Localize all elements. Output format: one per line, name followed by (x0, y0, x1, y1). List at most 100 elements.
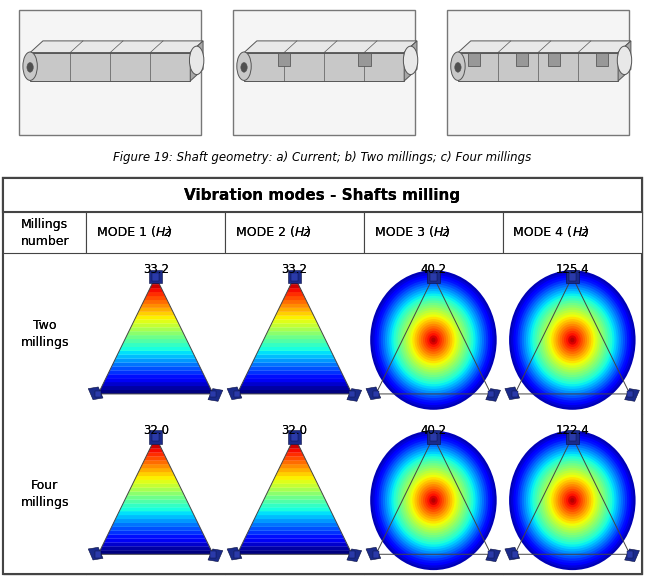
Bar (225, 212, 364, 253)
Ellipse shape (568, 496, 577, 505)
Ellipse shape (562, 328, 583, 351)
Polygon shape (237, 390, 352, 394)
Polygon shape (279, 464, 310, 468)
Polygon shape (119, 507, 192, 511)
Ellipse shape (381, 442, 486, 559)
Bar (596, 53, 608, 66)
Text: 33.2: 33.2 (282, 263, 308, 276)
Text: 33.2: 33.2 (143, 263, 169, 276)
Ellipse shape (387, 289, 480, 391)
Text: 125.4: 125.4 (555, 263, 589, 276)
Polygon shape (237, 550, 352, 554)
Ellipse shape (374, 435, 493, 565)
Polygon shape (152, 280, 159, 284)
Bar (152, 272, 159, 280)
Text: MODE 2 (: MODE 2 ( (235, 226, 295, 239)
Polygon shape (281, 460, 308, 464)
Polygon shape (30, 41, 203, 53)
Ellipse shape (553, 319, 591, 361)
Bar (3, 253, 86, 414)
Polygon shape (123, 339, 188, 343)
Ellipse shape (397, 301, 470, 380)
Ellipse shape (23, 52, 37, 80)
Ellipse shape (524, 287, 621, 394)
Ellipse shape (555, 321, 589, 359)
Bar (458, 53, 618, 81)
Text: ): ) (445, 226, 450, 239)
Ellipse shape (400, 303, 467, 377)
Bar (548, 53, 561, 66)
Polygon shape (270, 323, 319, 327)
Polygon shape (243, 378, 346, 382)
Ellipse shape (417, 321, 450, 359)
Text: 33.2: 33.2 (143, 263, 169, 276)
Polygon shape (148, 288, 163, 292)
Polygon shape (143, 300, 169, 304)
Text: ): ) (168, 226, 172, 239)
Polygon shape (110, 527, 202, 531)
Ellipse shape (570, 338, 575, 342)
Bar (427, 430, 440, 444)
Polygon shape (98, 390, 213, 394)
Polygon shape (100, 546, 212, 550)
Bar (627, 391, 633, 398)
Polygon shape (258, 347, 331, 351)
Polygon shape (112, 523, 200, 527)
Ellipse shape (423, 328, 444, 351)
Text: 40.2: 40.2 (421, 263, 446, 276)
Ellipse shape (377, 277, 490, 403)
Bar (208, 389, 223, 402)
Bar (233, 10, 415, 135)
Bar (225, 414, 364, 574)
Polygon shape (254, 355, 335, 359)
Polygon shape (270, 484, 319, 488)
Ellipse shape (526, 289, 619, 391)
Bar (227, 548, 242, 560)
Bar (511, 391, 518, 398)
Polygon shape (260, 343, 329, 347)
Ellipse shape (532, 456, 612, 545)
Ellipse shape (374, 275, 493, 405)
Bar (349, 551, 355, 558)
Ellipse shape (566, 493, 579, 507)
Bar (430, 272, 437, 280)
Polygon shape (252, 519, 337, 523)
Ellipse shape (530, 294, 615, 387)
Ellipse shape (381, 282, 486, 398)
Polygon shape (275, 312, 313, 316)
Ellipse shape (535, 459, 610, 542)
Text: Hz: Hz (155, 226, 172, 239)
Ellipse shape (393, 456, 473, 545)
Ellipse shape (379, 279, 488, 400)
Text: ): ) (584, 226, 589, 239)
Polygon shape (115, 515, 196, 519)
Bar (447, 10, 629, 135)
Ellipse shape (549, 475, 595, 526)
Ellipse shape (532, 296, 612, 384)
Ellipse shape (570, 498, 575, 503)
Polygon shape (127, 492, 184, 496)
Bar (210, 391, 216, 398)
Bar (244, 53, 404, 81)
Ellipse shape (412, 317, 455, 364)
Polygon shape (133, 320, 179, 324)
Polygon shape (285, 452, 304, 456)
Polygon shape (266, 492, 323, 496)
Ellipse shape (379, 440, 488, 561)
Text: MODE 1 (: MODE 1 ( (97, 226, 155, 239)
Ellipse shape (513, 275, 631, 405)
Polygon shape (287, 288, 303, 292)
Bar (234, 551, 240, 558)
Text: MODE 3 (: MODE 3 ( (375, 226, 433, 239)
Ellipse shape (383, 284, 484, 396)
Polygon shape (272, 479, 317, 484)
Ellipse shape (511, 272, 633, 407)
Bar (503, 253, 642, 414)
Polygon shape (281, 300, 308, 304)
Text: Hz: Hz (295, 226, 310, 239)
Text: Millings
number: Millings number (21, 218, 69, 248)
Polygon shape (277, 468, 312, 472)
Polygon shape (239, 546, 350, 550)
Ellipse shape (566, 333, 579, 347)
Polygon shape (272, 320, 317, 324)
